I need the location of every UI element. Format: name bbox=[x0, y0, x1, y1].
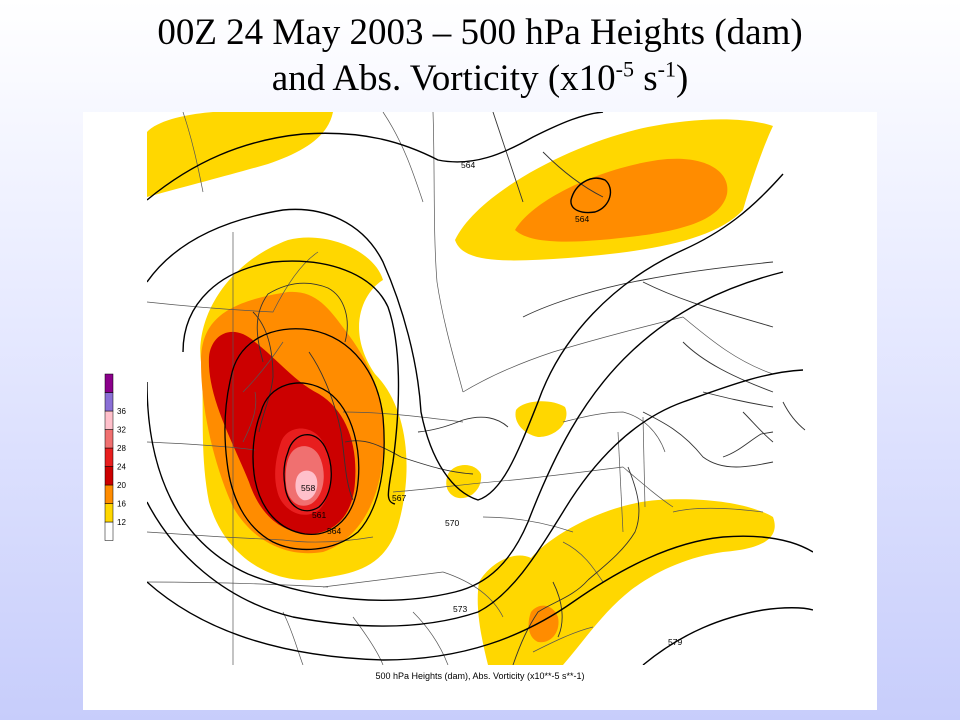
low-center-contours bbox=[224, 328, 385, 551]
colorbar-tick-label: 24 bbox=[117, 463, 126, 472]
contour-561 bbox=[252, 382, 360, 536]
weather-map: 564 564 567 570 573 579 558 561 564 12 16… bbox=[104, 112, 813, 681]
colorbar-segment bbox=[104, 466, 114, 486]
contour-label: 570 bbox=[445, 518, 459, 528]
geographic-boundaries bbox=[147, 112, 774, 665]
contour-579 bbox=[147, 535, 813, 661]
colorbar-tick-label: 20 bbox=[117, 481, 126, 490]
colorbar-legend: 12 16 20 24 28 32 36 bbox=[104, 373, 126, 541]
contour-564-closed bbox=[570, 177, 612, 214]
contour-label: 564 bbox=[327, 526, 341, 536]
colorbar-segment bbox=[104, 429, 114, 449]
colorbar-segment bbox=[104, 373, 114, 393]
contour-label: 564 bbox=[575, 214, 589, 224]
contour-label: 564 bbox=[461, 160, 475, 170]
contour-labels: 564 564 567 570 573 579 558 561 564 bbox=[301, 160, 682, 647]
title-line-2: and Abs. Vorticity (x10-5 s-1) bbox=[271, 56, 689, 99]
contour-570 bbox=[147, 173, 784, 501]
colorbar-tick-label: 32 bbox=[117, 426, 126, 435]
height-contours bbox=[147, 112, 813, 665]
contour-582 bbox=[642, 607, 813, 665]
map-caption: 500 hPa Heights (dam), Abs. Vorticity (x… bbox=[375, 671, 584, 681]
colorbar-segment bbox=[104, 447, 114, 467]
contour-label: 561 bbox=[312, 510, 326, 520]
contour-label: 573 bbox=[453, 604, 467, 614]
colorbar-tick-label: 12 bbox=[117, 518, 126, 527]
colorbar-segment bbox=[104, 410, 114, 430]
contour-564-low bbox=[224, 328, 385, 551]
colorbar-tick-label: 16 bbox=[117, 500, 126, 509]
vort-32-core bbox=[295, 470, 318, 501]
colorbar-segment bbox=[104, 392, 114, 412]
colorbar-segment bbox=[104, 484, 114, 504]
contour-564-outer bbox=[147, 112, 604, 201]
colorbar-tick-label: 28 bbox=[117, 444, 126, 453]
contour-567 bbox=[182, 260, 400, 505]
contour-label: 558 bbox=[301, 483, 315, 493]
coastlines bbox=[252, 112, 806, 665]
contour-558 bbox=[283, 434, 332, 512]
contour-label: 567 bbox=[392, 493, 406, 503]
colorbar-tick-label: 36 bbox=[117, 407, 126, 416]
vort-12-small-blob-2 bbox=[446, 465, 482, 499]
colorbar-segment-below bbox=[104, 521, 114, 541]
vort-12-small-blob bbox=[515, 401, 567, 437]
vort-12-top-left bbox=[147, 112, 333, 197]
colorbar-segment bbox=[104, 503, 114, 523]
vort-12-coastal bbox=[477, 499, 775, 665]
title-line-1: 00Z 24 May 2003 – 500 hPa Heights (dam) bbox=[157, 12, 803, 53]
weather-map-panel: 564 564 567 570 573 579 558 561 564 12 16… bbox=[83, 112, 877, 710]
contour-573 bbox=[147, 271, 784, 601]
contour-576 bbox=[147, 369, 804, 627]
vort-16-northeast bbox=[515, 158, 728, 242]
contour-label: 579 bbox=[668, 637, 682, 647]
slide-title: 00Z 24 May 2003 – 500 hPa Heights (dam) … bbox=[0, 10, 960, 102]
